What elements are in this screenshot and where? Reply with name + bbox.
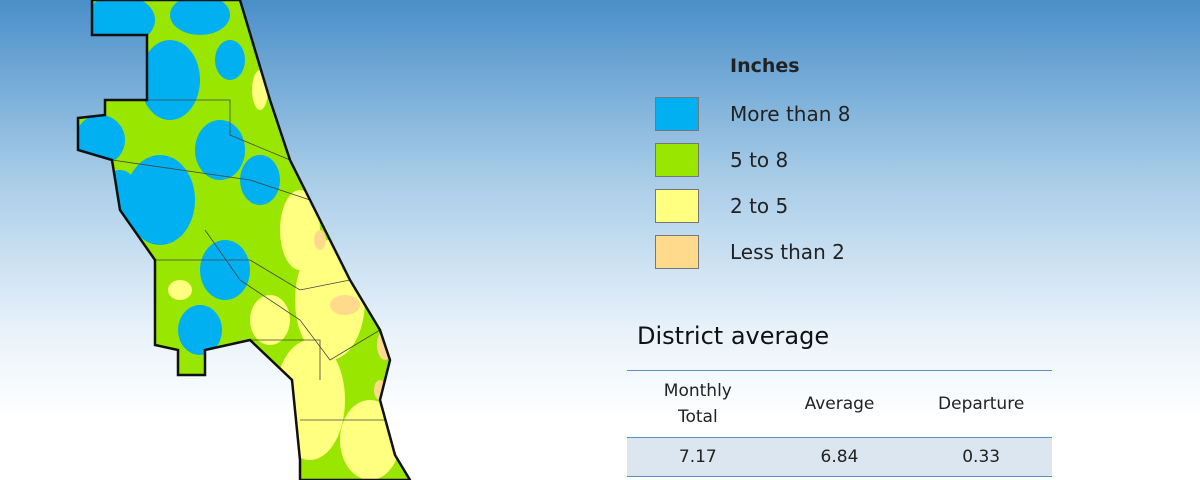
column-header-text: Monthly Total [663,381,732,427]
table-body: 7.17 6.84 0.33 [627,437,1052,477]
legend-label: 2 to 5 [730,194,789,218]
column-header-text: Average [804,394,875,414]
table-title: District average [637,322,830,350]
legend-swatch [655,235,699,269]
table-cell: 6.84 [768,437,911,477]
legend-swatch [655,97,699,131]
column-header-text: Departure [938,394,1025,414]
legend-swatch [655,143,699,177]
column-header: Monthly Total [627,370,769,438]
column-header: Average [768,370,911,438]
header-row: Monthly Total Average Departure [627,370,1052,438]
column-header: Departure [910,370,1052,438]
legend-label: Less than 2 [730,240,845,264]
legend-swatch [655,189,699,223]
table-row: 7.17 6.84 0.33 [627,437,1052,477]
legend-label: 5 to 8 [730,148,789,172]
legend-label: More than 8 [730,102,851,126]
rainfall-map [76,0,412,480]
legend-title: Inches [730,55,800,77]
map-fill [78,0,410,480]
table-cell: 0.33 [910,437,1052,477]
table: Monthly Total Average Departure 7.17 6.84 0.… [627,370,1052,477]
table-cell: 7.17 [627,437,769,477]
